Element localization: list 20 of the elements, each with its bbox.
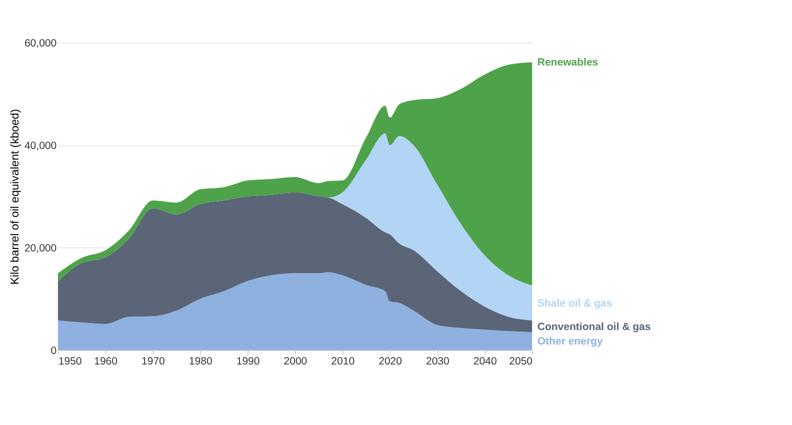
- series-label: Shale oil & gas: [537, 297, 612, 310]
- y-axis-title: Kilo barrel of oil equivalent (kboed): [9, 108, 22, 285]
- x-tick-label: 2020: [378, 356, 402, 368]
- x-tick-label: 1950: [58, 356, 82, 368]
- x-tick-label: 2030: [426, 356, 450, 368]
- y-tick-label: 40,000: [24, 140, 57, 152]
- y-tick-label: 0: [50, 345, 57, 358]
- series-label: Conventional oil & gas: [537, 320, 651, 333]
- x-tick-label: 2050: [509, 356, 533, 368]
- y-tick-label: 60,000: [24, 38, 57, 50]
- x-tick-label: 1970: [142, 356, 166, 368]
- x-tick-label: 1990: [236, 356, 260, 368]
- x-tick-label: 1980: [188, 356, 212, 368]
- series-label: Other energy: [537, 336, 603, 348]
- x-tick-label: 2000: [284, 356, 308, 368]
- x-tick-label: 2040: [473, 356, 497, 368]
- x-tick-label: 2010: [331, 356, 355, 368]
- series-label: Renewables: [537, 56, 598, 69]
- y-tick-label: 20,000: [24, 242, 57, 255]
- x-tick-label: 1960: [94, 356, 118, 368]
